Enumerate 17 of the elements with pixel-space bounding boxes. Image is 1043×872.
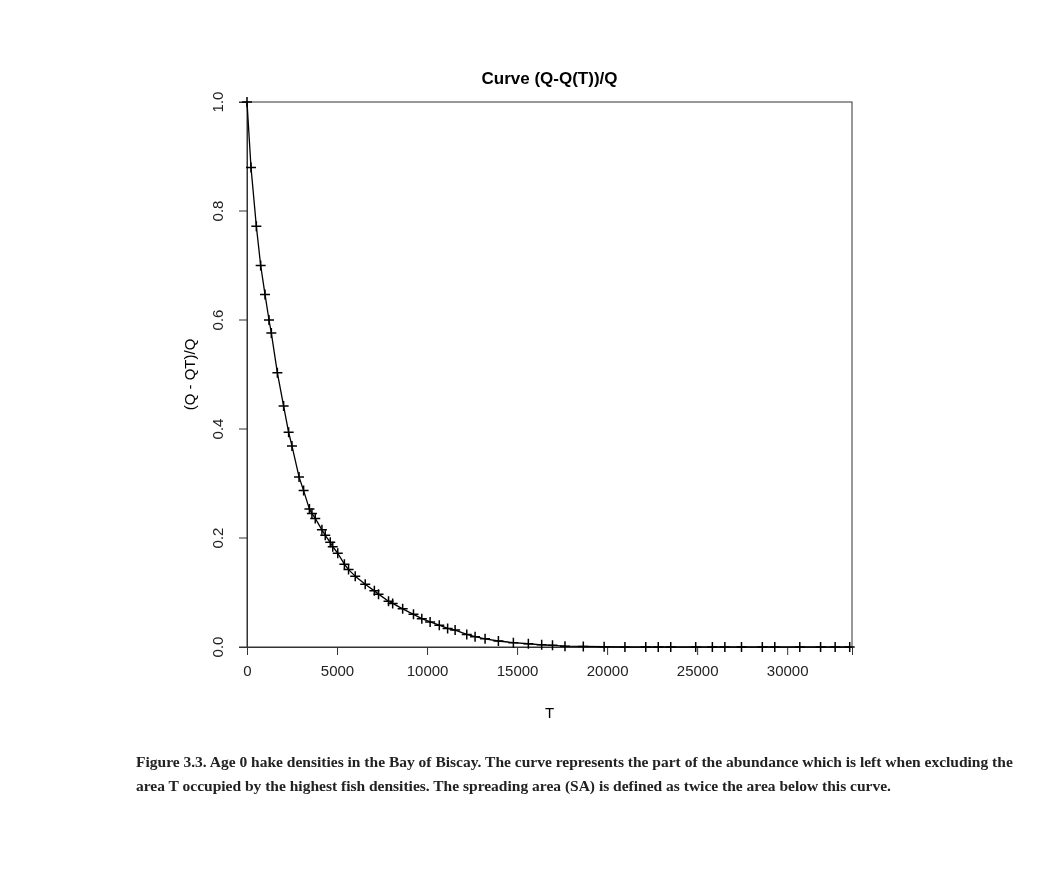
y-tick-label: 0.6: [209, 309, 226, 331]
x-tick-label: 15000: [496, 661, 539, 679]
chart-title: Curve (Q-Q(T))/Q: [481, 69, 618, 88]
x-tick-label: 5000: [320, 661, 355, 679]
y-axis-title: (Q - QT)/Q: [181, 338, 198, 411]
x-tick-label: 0: [243, 661, 252, 679]
y-tick-label: 0.8: [209, 200, 226, 222]
x-tick-label: 25000: [676, 661, 719, 679]
x-axis-title: T: [544, 704, 555, 721]
y-tick-label: 1.0: [209, 91, 226, 113]
x-tick-label: 10000: [406, 661, 449, 679]
x-tick-label: 30000: [766, 661, 809, 679]
x-tick-label: 20000: [586, 661, 629, 679]
y-tick-label: 0.2: [209, 527, 226, 549]
y-tick-label: 0.4: [209, 418, 226, 440]
y-tick-label: 0.0: [209, 636, 226, 658]
caption: Figure 3.3. Age 0 hake densities in the Bay of Biscay. The curve represents the part of the abundance which is left when excluding the area T occupied by the highest fish densities. The spreading area (SA) is defined as twice the area below this curve.: [136, 752, 1014, 796]
